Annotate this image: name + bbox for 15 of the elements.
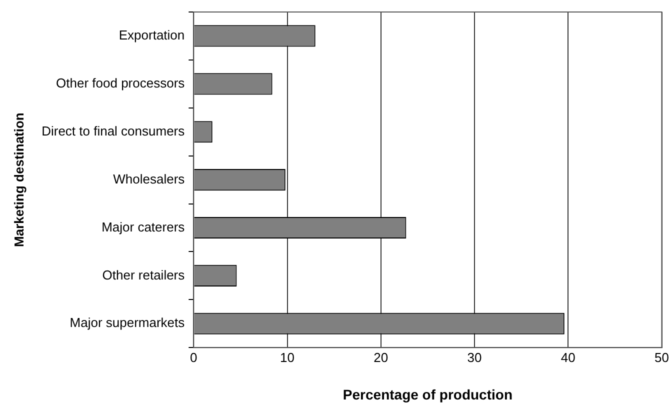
y-tick-label: Direct to final consumers (42, 123, 186, 138)
x-tick-label: 0 (190, 350, 198, 365)
y-axis-title: Marketing destination (11, 112, 26, 247)
x-tick-label: 30 (467, 350, 482, 365)
y-tick-label: Major supermarkets (70, 315, 186, 330)
y-tick-label: Wholesalers (113, 171, 186, 186)
x-tick-label: 10 (280, 350, 295, 365)
x-tick-label: 40 (560, 350, 576, 365)
x-tick-label: 50 (654, 350, 670, 365)
y-tick-label: Other food processors (56, 75, 186, 90)
x-tick-label: 20 (374, 350, 388, 365)
y-tick-label: Exportation (118, 28, 185, 43)
y-tick-label: Other retailers (102, 267, 186, 282)
y-tick-label: Major caterers (102, 219, 186, 234)
x-axis-title: Percentage of production (342, 386, 512, 402)
